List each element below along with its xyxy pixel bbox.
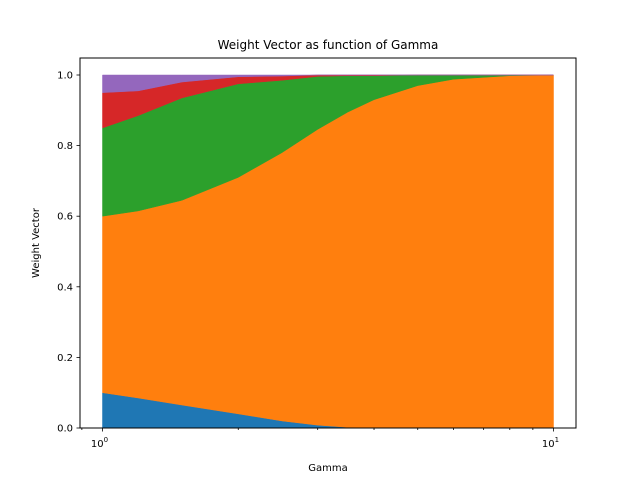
x-tick-label-2: 101 [542, 436, 559, 450]
y-tick-label-1: 0.0 [57, 424, 73, 435]
y-tick-label-4: 0.6 [57, 212, 73, 223]
y-axis-ticks: 0.0 0.2 0.4 0.6 0.8 1.0 [57, 71, 80, 435]
x-axis-label: Gamma [308, 463, 348, 474]
y-tick-label-3: 0.4 [57, 282, 73, 293]
area-series-group [102, 74, 554, 429]
chart-title: Weight Vector as function of Gamma [218, 38, 439, 52]
area-series-5 [102, 74, 554, 93]
y-tick-label-6: 1.0 [57, 71, 73, 82]
plot-frame [79, 57, 577, 429]
x-axis-ticks: 100 101 [81, 428, 559, 450]
y-tick-label-5: 0.8 [57, 141, 73, 152]
x-tick-label-1: 100 [91, 436, 108, 450]
y-axis-label: Weight Vector [31, 207, 42, 278]
y-tick-label-2: 0.2 [57, 353, 73, 364]
